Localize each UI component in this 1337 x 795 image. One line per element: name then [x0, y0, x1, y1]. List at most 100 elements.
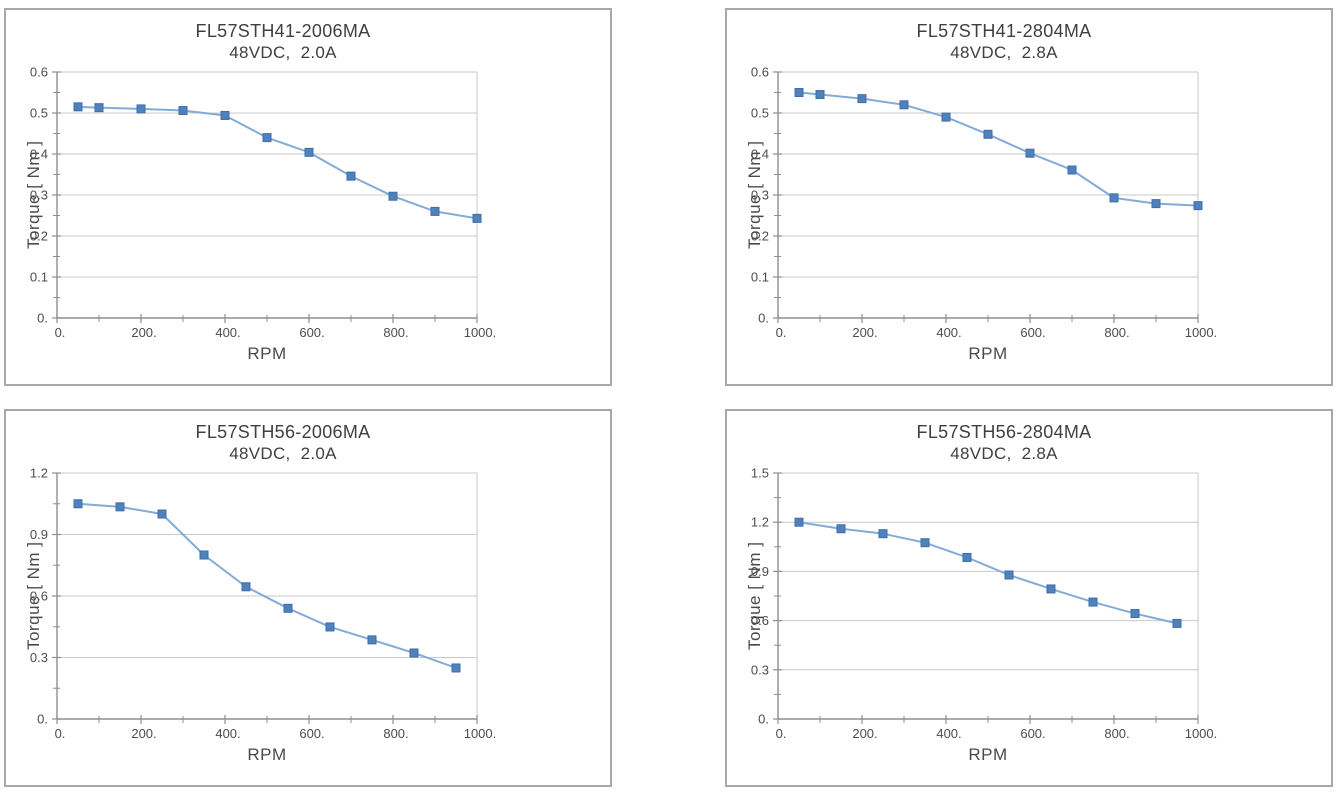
x-tick-label: 400. [215, 325, 240, 340]
y-tick-label: 0. [758, 311, 769, 326]
x-tick-label: 1000. [1185, 325, 1218, 340]
data-point-marker [430, 206, 440, 216]
y-tick-label: 0.4 [30, 147, 48, 162]
x-tick-label: 0. [55, 726, 66, 741]
x-tick-label: 600. [299, 726, 324, 741]
y-tick-label: 0.2 [751, 229, 769, 244]
data-point-marker [304, 147, 314, 157]
x-tick-label: 800. [1104, 726, 1129, 741]
y-tick-label: 0.1 [751, 270, 769, 285]
data-point-marker [367, 635, 377, 645]
x-axis-label: RPM [968, 745, 1008, 764]
x-tick-label: 0. [776, 325, 787, 340]
y-tick-label: 0.4 [751, 147, 769, 162]
y-tick-label: 0. [758, 712, 769, 727]
data-point-marker [115, 502, 125, 512]
torque-series-line [798, 521, 1178, 625]
y-tick-label: 0.3 [751, 188, 769, 203]
data-point-marker [178, 106, 188, 116]
torque-series-line [798, 91, 1199, 207]
x-tick-label: 600. [1020, 325, 1045, 340]
data-point-marker [878, 529, 888, 539]
x-tick-label: 200. [131, 726, 156, 741]
x-tick-label: 1000. [1185, 726, 1218, 741]
data-point-marker [1109, 193, 1119, 203]
data-point-marker [815, 90, 825, 100]
x-tick-label: 200. [852, 726, 877, 741]
data-point-marker [941, 112, 951, 122]
chart-panel-fl57sth41-2804ma: FL57STH41-2804MA 48VDC, 2.8A Torque [ Nm… [725, 8, 1333, 386]
chart-panel-fl57sth56-2006ma: FL57STH56-2006MA 48VDC, 2.0A Torque [ Nm… [4, 409, 612, 787]
y-tick-label: 0.3 [30, 188, 48, 203]
x-tick-label: 200. [131, 325, 156, 340]
data-point-marker [1004, 570, 1014, 580]
data-point-marker [73, 102, 83, 112]
data-point-marker [409, 648, 419, 658]
torque-rpm-plot: 0. 0.1 0.2 0.3 0.4 0.5 0.6 0. 200. 400. 600. 800. 10… [751, 65, 1218, 341]
torque-series-line [77, 502, 457, 669]
x-tick-label: 200. [852, 325, 877, 340]
torque-rpm-plot: 0. 0.1 0.2 0.3 0.4 0.5 0.6 0. 200. 400. 600. 800. 10… [30, 65, 497, 341]
x-tick-label: 0. [55, 325, 66, 340]
y-tick-label: 0.3 [751, 662, 769, 677]
data-point-marker [346, 171, 356, 181]
y-tick-label: 0.6 [30, 65, 48, 80]
x-tick-label: 400. [215, 726, 240, 741]
data-point-marker [73, 499, 83, 509]
data-point-marker [262, 133, 272, 143]
x-axis-label: RPM [968, 344, 1008, 363]
data-point-marker [1172, 618, 1182, 628]
data-point-marker [472, 213, 482, 223]
data-point-marker [794, 517, 804, 527]
y-tick-label: 0.6 [30, 589, 48, 604]
data-point-marker [899, 100, 909, 110]
data-point-marker [962, 552, 972, 562]
y-tick-label: 0. [37, 712, 48, 727]
y-tick-label: 0.5 [751, 106, 769, 121]
data-point-marker [1130, 609, 1140, 619]
data-point-marker [983, 129, 993, 139]
x-axis-label: RPM [247, 344, 287, 363]
torque-rpm-plot: 0. 0.3 0.6 0.9 1.2 0. 200. 400. 600. 800. 1000. [30, 466, 497, 742]
x-tick-label: 400. [936, 726, 961, 741]
y-tick-label: 0.9 [751, 564, 769, 579]
y-tick-label: 0.6 [751, 613, 769, 628]
x-tick-label: 800. [1104, 325, 1129, 340]
torque-series-line [77, 105, 478, 220]
data-point-marker [920, 538, 930, 548]
x-tick-label: 600. [299, 325, 324, 340]
data-point-marker [1025, 148, 1035, 158]
data-point-marker [325, 622, 335, 632]
x-tick-label: 0. [776, 726, 787, 741]
data-point-marker [836, 524, 846, 534]
data-point-marker [136, 104, 146, 114]
y-tick-label: 0.5 [30, 106, 48, 121]
x-axis-label: RPM [247, 745, 287, 764]
y-tick-label: 0.6 [751, 65, 769, 80]
data-point-marker [199, 550, 209, 560]
data-point-marker [451, 663, 461, 673]
y-tick-label: 1.2 [751, 515, 769, 530]
y-tick-label: 0.2 [30, 229, 48, 244]
x-tick-label: 400. [936, 325, 961, 340]
x-tick-label: 800. [383, 726, 408, 741]
data-point-marker [857, 94, 867, 104]
data-point-marker [388, 191, 398, 201]
x-tick-label: 1000. [464, 726, 497, 741]
chart-panel-fl57sth41-2006ma: FL57STH41-2006MA 48VDC, 2.0A Torque [ Nm… [4, 8, 612, 386]
data-point-marker [220, 110, 230, 120]
x-tick-label: 800. [383, 325, 408, 340]
data-point-marker [1193, 201, 1203, 211]
y-tick-label: 0.1 [30, 270, 48, 285]
data-point-marker [1067, 165, 1077, 175]
y-tick-label: 0.3 [30, 650, 48, 665]
data-point-marker [1088, 597, 1098, 607]
y-tick-label: 1.2 [30, 466, 48, 481]
data-point-marker [1151, 199, 1161, 209]
y-tick-label: 1.5 [751, 466, 769, 481]
data-point-marker [283, 603, 293, 613]
data-point-marker [157, 509, 167, 519]
chart-panel-fl57sth56-2804ma: FL57STH56-2804MA 48VDC, 2.8A Torque [ Nm… [725, 409, 1333, 787]
x-tick-label: 1000. [464, 325, 497, 340]
y-tick-label: 0.9 [30, 527, 48, 542]
